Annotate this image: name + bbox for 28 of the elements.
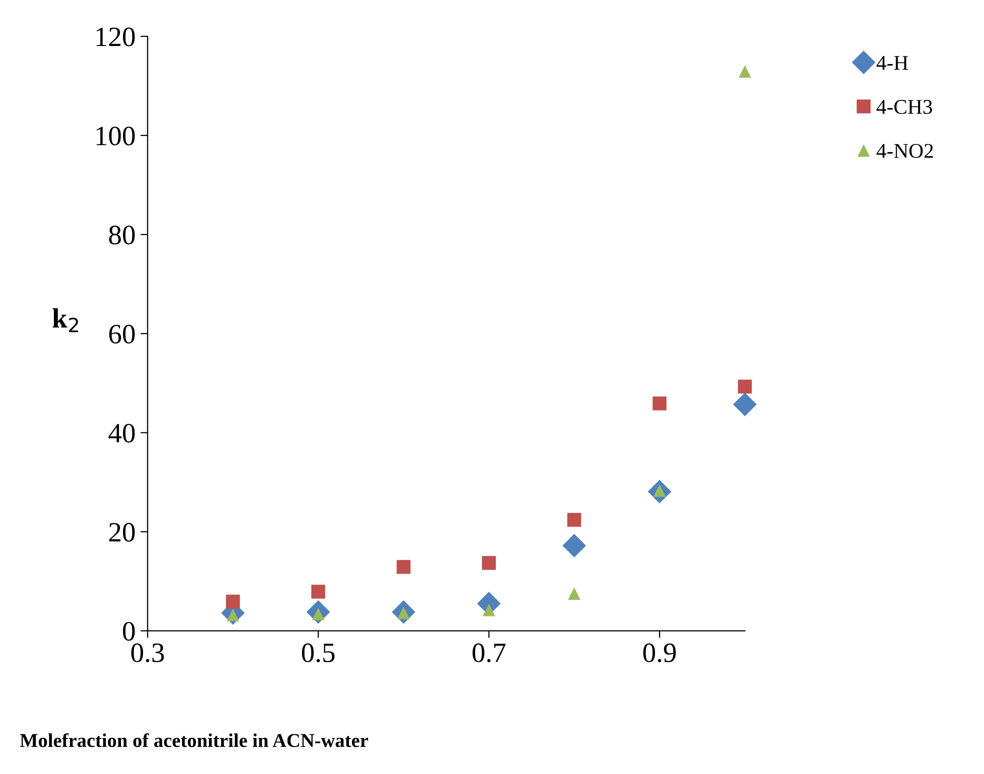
y-tick-label: 100 bbox=[96, 126, 135, 146]
y-tick-label: 80 bbox=[109, 226, 135, 244]
y-tick-label: 40 bbox=[108, 424, 135, 443]
point bbox=[562, 534, 586, 558]
y-tick-label: 0 bbox=[122, 622, 135, 641]
point bbox=[567, 512, 582, 527]
point bbox=[226, 594, 240, 609]
legend-label: 4-NO2 bbox=[876, 144, 933, 158]
point bbox=[396, 560, 411, 574]
point bbox=[738, 65, 752, 78]
x-tick-label: 0.3 bbox=[131, 643, 164, 662]
x-tick-label: 0.7 bbox=[472, 643, 506, 662]
y-tick-label: 20 bbox=[109, 522, 135, 542]
legend-label: 4-CH3 bbox=[876, 100, 932, 114]
point bbox=[568, 587, 580, 600]
point bbox=[482, 556, 496, 570]
x-axis-title: Molefraction of acetonitrile in ACN-water bbox=[20, 733, 368, 748]
point bbox=[482, 604, 496, 616]
y-tick-label: 120 bbox=[96, 28, 135, 46]
point bbox=[652, 396, 667, 410]
point bbox=[738, 380, 752, 394]
y-tick-label: 60 bbox=[109, 324, 135, 344]
x-tick-label: 0.5 bbox=[302, 643, 335, 662]
legend-label: 4-H bbox=[876, 56, 908, 70]
x-tick-label: 0.9 bbox=[643, 643, 676, 662]
point bbox=[733, 392, 757, 416]
point bbox=[311, 584, 326, 599]
y-axis-title: k$_{2}$ bbox=[52, 308, 78, 332]
